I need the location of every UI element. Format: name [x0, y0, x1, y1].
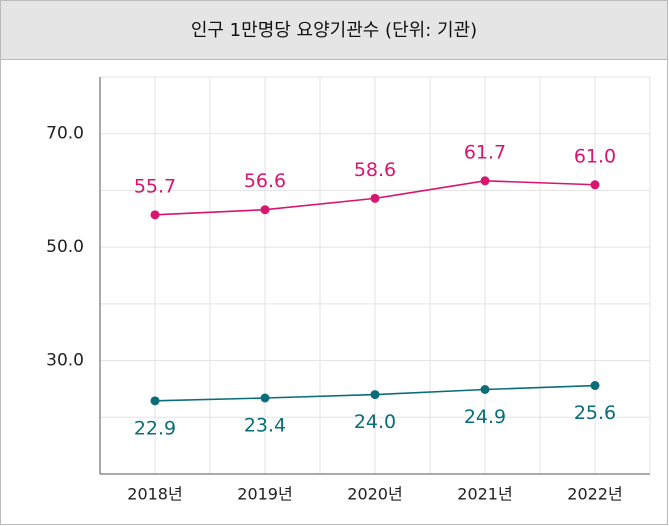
data-label: 22.9 [134, 417, 176, 439]
title-bar [0, 0, 668, 60]
data-point [590, 381, 600, 391]
data-point [480, 176, 490, 186]
data-point [260, 205, 270, 215]
data-label: 61.0 [574, 145, 616, 167]
x-tick-label: 2021년 [457, 485, 512, 504]
y-tick-label: 70.0 [46, 124, 84, 144]
x-tick-label: 2022년 [567, 485, 622, 504]
data-point [370, 390, 380, 400]
data-label: 61.7 [464, 141, 506, 163]
x-tick-label: 2020년 [347, 485, 402, 504]
data-label: 55.7 [134, 175, 176, 197]
data-label: 23.4 [244, 415, 286, 437]
data-label: 25.6 [574, 402, 616, 424]
data-point [370, 193, 380, 203]
data-point [150, 210, 160, 220]
x-tick-label: 2018년 [127, 485, 182, 504]
data-point [590, 180, 600, 190]
data-point [150, 396, 160, 406]
y-tick-label: 30.0 [46, 351, 84, 371]
y-tick-label: 50.0 [46, 237, 84, 257]
data-label: 58.6 [354, 159, 396, 181]
data-label: 24.9 [464, 406, 506, 428]
data-label: 56.6 [244, 170, 286, 192]
data-point [480, 384, 490, 394]
data-label: 24.0 [354, 411, 396, 433]
data-point [260, 393, 270, 403]
chart-title: 인구 1만명당 요양기관수 (단위: 기관) [191, 20, 477, 41]
x-tick-label: 2019년 [237, 485, 292, 504]
